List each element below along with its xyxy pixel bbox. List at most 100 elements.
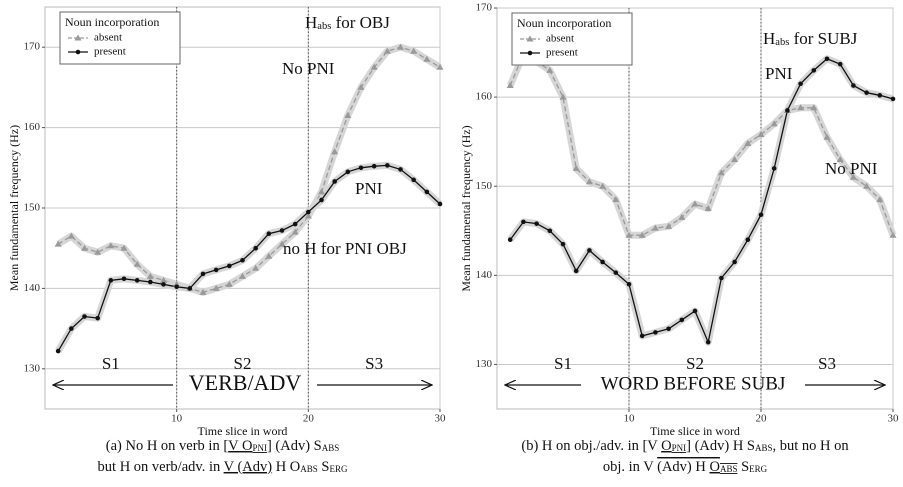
point (279, 228, 285, 233)
point (534, 221, 539, 226)
point (107, 242, 115, 249)
point (212, 284, 220, 291)
point (213, 267, 219, 273)
point (506, 82, 514, 89)
subscript: abs (317, 21, 331, 32)
point (692, 308, 698, 314)
point (187, 286, 193, 291)
point (679, 317, 685, 323)
y-tick-label: 170 (24, 41, 41, 53)
text-segment: (Adv) H (657, 459, 709, 475)
text-segment: for SUBJ (789, 29, 857, 48)
panel: 130 140 150 160 170 10 20 30 Time slice in word M… (7, 6, 446, 475)
point (240, 257, 245, 263)
point (823, 133, 831, 140)
point (600, 259, 605, 265)
legend-marker (74, 34, 82, 41)
point (587, 248, 592, 253)
point (507, 237, 513, 242)
text-segment: H (305, 13, 317, 32)
text-segment: (a) No H on verb in [ (106, 438, 229, 454)
point (134, 278, 140, 283)
legend-marker (75, 49, 81, 55)
x-tick-label: 30 (888, 413, 900, 425)
point (573, 268, 579, 274)
section-label: S1 (554, 354, 572, 373)
annotation: no H for PNI OBJ (283, 239, 407, 258)
point (705, 339, 711, 345)
point (666, 326, 671, 332)
point (626, 281, 632, 287)
point (798, 81, 803, 87)
caption-line: (a) No H on verb in [V OPNI] (Adv) SABS (106, 438, 339, 454)
point (69, 326, 74, 331)
text-segment: but H on verb/adv. in (98, 459, 224, 475)
x-tick-label: 10 (624, 413, 636, 425)
point (108, 278, 114, 283)
point (199, 288, 207, 295)
point (225, 280, 233, 287)
point (357, 83, 365, 90)
point (863, 182, 871, 189)
point (719, 275, 724, 281)
annotation: Habs for SUBJ (763, 29, 858, 48)
point (731, 155, 739, 162)
point (639, 333, 645, 339)
point (797, 104, 805, 111)
point (836, 155, 844, 162)
annotation: PNI (765, 64, 793, 83)
point (757, 131, 765, 138)
caption-line: obj. in V (Adv) H OABS SERG (603, 459, 768, 475)
point (82, 314, 87, 319)
point (837, 61, 843, 67)
point (665, 222, 673, 229)
section-label: S3 (818, 354, 836, 373)
point (161, 282, 166, 287)
point (849, 173, 857, 180)
subscript: ABS (720, 464, 737, 474)
point (653, 330, 658, 335)
legend-label: absent (94, 32, 122, 44)
subscript: ABS (755, 443, 772, 453)
legend-title: Noun incorporation (65, 15, 159, 29)
point (146, 272, 154, 279)
point (55, 348, 61, 354)
section-label: S2 (686, 354, 704, 373)
point (785, 108, 790, 113)
point (95, 315, 100, 321)
y-tick-label: 160 (24, 121, 41, 133)
point (304, 212, 312, 219)
text-segment: ] (Adv) H S (686, 438, 755, 454)
point (889, 231, 897, 238)
point (319, 197, 324, 203)
point (770, 120, 778, 127)
point (691, 200, 699, 207)
legend-label: present (94, 46, 126, 58)
point (253, 245, 258, 251)
point (67, 232, 75, 239)
point (292, 221, 298, 227)
text-segment: S (318, 459, 330, 475)
point (318, 188, 325, 195)
y-axis-title: Mean fundamental frequency (Hz) (7, 125, 21, 291)
point (651, 224, 659, 231)
x-axis-title: Time slice in word (198, 424, 288, 438)
x-tick-label: 20 (303, 413, 315, 425)
point (824, 56, 830, 62)
legend-title: Noun incorporation (517, 16, 611, 30)
caption-line: but H on verb/adv. in V (Adv) H OABS SER… (98, 459, 348, 475)
point (599, 182, 607, 189)
section-label: S1 (102, 354, 120, 373)
point (174, 284, 179, 290)
point (278, 240, 286, 247)
text-segment: S (737, 459, 749, 475)
y-tick-label: 130 (24, 362, 41, 374)
point (120, 244, 128, 251)
point (94, 248, 102, 255)
point (559, 93, 567, 100)
annotation: Habs for OBJ (305, 13, 390, 32)
series-line (509, 53, 894, 236)
arrow-label: VERB/ADV (189, 370, 302, 395)
text-segment: obj. in V (603, 459, 657, 475)
point (585, 178, 593, 185)
